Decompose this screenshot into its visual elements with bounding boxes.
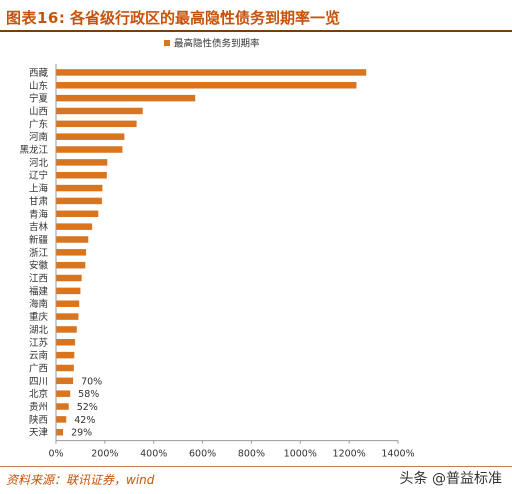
bar-25 (56, 390, 71, 397)
source-divider (0, 466, 512, 467)
category-label: 西藏 (29, 67, 49, 79)
bar-9 (56, 184, 103, 192)
data-label: 52% (77, 402, 98, 413)
bar-0 (56, 69, 367, 76)
category-label: 重庆 (29, 311, 49, 323)
bar-chart: 最高隐性债务到期率 西藏山东宁夏山西广东河南黑龙江河北辽宁上海甘肃青海吉林新疆浙… (19, 38, 415, 460)
bar-15 (56, 261, 86, 269)
category-label: 天津 (29, 428, 49, 439)
figure-header: 图表16: 各省级行政区的最高隐性债务到期率一览 (0, 0, 512, 32)
bar-6 (56, 146, 123, 153)
x-tick-label: 400% (140, 449, 167, 460)
bar-12 (56, 223, 93, 230)
x-tick-label: 1400% (381, 449, 414, 460)
category-label: 云南 (29, 350, 48, 362)
bar-14 (56, 249, 87, 256)
category-label: 福建 (29, 285, 49, 297)
data-labels: 70% 58% 52% 42% 29% (71, 376, 102, 438)
bar-18 (56, 300, 80, 307)
bar-23 (56, 364, 74, 372)
bar-10 (56, 197, 102, 205)
category-label: 河南 (29, 131, 48, 143)
category-label: 广东 (29, 118, 48, 130)
bar-2 (56, 94, 196, 102)
category-label: 宁夏 (29, 93, 49, 105)
category-labels: 西藏山东宁夏山西广东河南黑龙江河北辽宁上海甘肃青海吉林新疆浙江安徽江西福建海南重… (19, 67, 48, 439)
data-label: 42% (74, 415, 95, 426)
watermark-text: 头条 @普益标准 (395, 468, 506, 488)
x-tick-label: 600% (189, 449, 216, 460)
x-tick-label: 800% (238, 449, 265, 460)
data-label: 29% (71, 428, 92, 439)
data-label: 70% (81, 376, 102, 387)
category-label: 山东 (29, 80, 48, 92)
category-label: 四川 (29, 376, 48, 387)
bar-19 (56, 313, 79, 320)
chart-legend: 最高隐性债务到期率 (164, 38, 260, 50)
category-label: 贵州 (29, 401, 48, 413)
figure-label: 图表16: (6, 9, 66, 27)
category-label: 北京 (29, 388, 48, 400)
category-label: 山西 (29, 106, 48, 117)
bar-26 (56, 403, 69, 410)
bar-21 (56, 339, 76, 346)
bar-16 (56, 274, 82, 282)
bar-13 (56, 236, 89, 243)
x-tick-label: 1000% (284, 449, 317, 460)
x-tick-label: 1200% (333, 449, 366, 460)
bar-17 (56, 287, 81, 295)
bar-27 (56, 416, 67, 423)
bar-8 (56, 171, 107, 179)
category-label: 江西 (29, 274, 48, 285)
category-label: 上海 (29, 183, 49, 195)
category-label: 甘肃 (29, 195, 48, 207)
category-label: 辽宁 (29, 170, 48, 182)
x-tick-label: 0% (48, 449, 63, 460)
data-label: 58% (78, 389, 99, 400)
legend-swatch (164, 40, 170, 46)
bar-1 (56, 82, 357, 89)
source-note: 资料来源：联讯证券，wind (6, 473, 155, 487)
bar-3 (56, 107, 143, 115)
category-label: 浙江 (29, 247, 49, 259)
x-tick-label: 200% (91, 449, 118, 460)
category-label: 湖北 (29, 325, 49, 336)
category-label: 吉林 (29, 221, 49, 233)
category-label: 海南 (29, 298, 48, 310)
category-label: 新疆 (29, 234, 49, 246)
x-axis: 0% 200% 400% 600% 800% 1000% 1200% 1400% (48, 64, 415, 460)
bar-7 (56, 159, 108, 166)
category-label: 青海 (29, 208, 49, 220)
bars-group (56, 69, 367, 436)
bar-4 (56, 120, 137, 128)
legend-label: 最高隐性债务到期率 (174, 38, 260, 50)
category-label: 广西 (29, 362, 48, 374)
bar-20 (56, 326, 77, 333)
category-label: 江苏 (29, 337, 49, 349)
figure-title: 各省级行政区的最高隐性债务到期率一览 (70, 9, 341, 27)
category-label: 河北 (29, 157, 49, 169)
category-label: 黑龙江 (19, 144, 48, 156)
category-label: 陕西 (29, 414, 48, 426)
bar-11 (56, 210, 99, 218)
category-label: 安徽 (29, 260, 49, 272)
bar-5 (56, 133, 125, 140)
bar-22 (56, 351, 75, 359)
bar-24 (56, 377, 74, 385)
bar-28 (56, 428, 64, 436)
